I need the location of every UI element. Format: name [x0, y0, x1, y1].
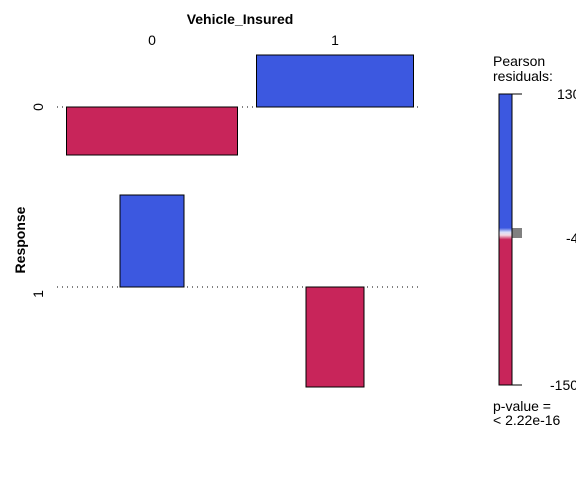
legend-ticks: [512, 93, 522, 386]
legend-color-bar: [498, 93, 513, 386]
legend-max-label: 130: [557, 86, 576, 102]
residual-bar-x1-y1: [305, 286, 365, 388]
x-tick-label-1: 1: [331, 32, 339, 48]
y-tick-label-0: 0: [30, 103, 46, 111]
x-tick-label-0: 0: [148, 32, 156, 48]
residual-bars: [66, 54, 414, 388]
p-value-line1: p-value =: [493, 398, 551, 414]
p-value-line2: < 2.22e-16: [493, 412, 561, 428]
y-tick-label-1: 1: [30, 290, 46, 298]
legend-mid-label: -4: [566, 230, 576, 246]
legend-title-line1: Pearson: [493, 53, 545, 69]
residual-bar-x1-y0: [256, 54, 414, 108]
x-axis-title: Vehicle_Insured: [187, 11, 294, 27]
residual-bar-x0-y0: [66, 106, 238, 156]
legend-min-label: -150: [550, 377, 576, 393]
y-axis-title: Response: [12, 206, 28, 273]
residual-bar-x0-y1: [119, 194, 185, 288]
legend-title-line2: residuals:: [493, 68, 553, 84]
